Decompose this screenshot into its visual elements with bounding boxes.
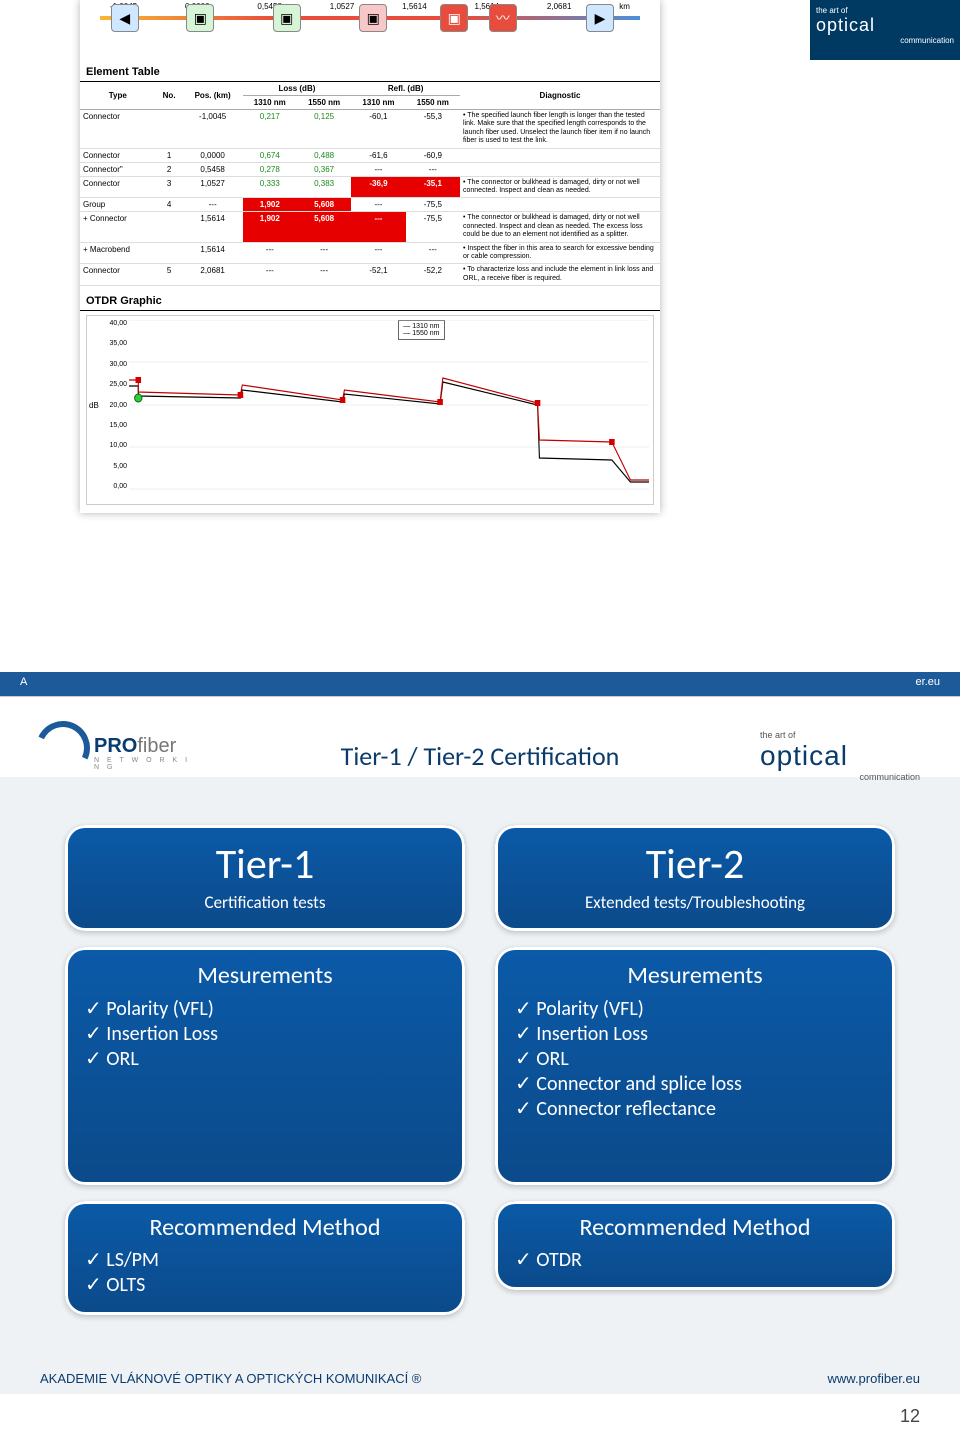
sub-l1310: 1310 nm bbox=[243, 96, 297, 110]
col-pos: Pos. (km) bbox=[183, 82, 243, 110]
tier1-meas-head: Mesurements bbox=[85, 961, 445, 990]
tier2-method-head: Recommended Method bbox=[515, 1215, 875, 1241]
profiber-logo: PROfiber N E T W O R K I N G bbox=[30, 721, 200, 791]
table-row: + Macrobend1,5614------------• Inspect t… bbox=[80, 242, 660, 264]
logo-subtext: N E T W O R K I N G bbox=[94, 757, 200, 771]
col-diag: Diagnostic bbox=[460, 82, 660, 110]
node-group-4-icon: ▣ bbox=[440, 4, 468, 32]
banner-optical: optical bbox=[816, 15, 954, 36]
tier2-head: Tier-2 bbox=[515, 839, 875, 890]
sub-r1310: 1310 nm bbox=[351, 96, 405, 110]
dist-3: 1,0527 bbox=[330, 2, 354, 11]
tier1-method-card: Recommended Method LS/PMOLTS bbox=[65, 1201, 465, 1315]
tier1-method-list: LS/PMOLTS bbox=[85, 1247, 445, 1297]
node-macro-icon: 〰 bbox=[489, 4, 517, 32]
tier1-meas-card: Mesurements Polarity (VFL)Insertion Loss… bbox=[65, 947, 465, 1185]
table-row: Group4---1,9025,608----75,5 bbox=[80, 198, 660, 212]
tier1-meas-list: Polarity (VFL)Insertion LossORL bbox=[85, 996, 445, 1071]
trace-1310 bbox=[129, 378, 649, 480]
list-item: Insertion Loss bbox=[85, 1021, 445, 1046]
list-item: Connector and splice loss bbox=[515, 1071, 875, 1096]
col-type: Type bbox=[80, 82, 156, 110]
element-table: Type No. Pos. (km) Loss (dB) Refl. (dB) … bbox=[80, 82, 660, 286]
otdr-report-panel: -1,0045 0,0000 0,5458 1,0527 1,5614 1,56… bbox=[80, 0, 660, 513]
tier1-column: Tier-1 Certification tests Mesurements P… bbox=[65, 825, 465, 1315]
green-marker bbox=[135, 394, 142, 402]
tier2-sub: Extended tests/Troubleshooting bbox=[515, 892, 875, 913]
banner-comm: communication bbox=[816, 36, 954, 45]
optical-text: optical bbox=[760, 740, 920, 772]
table-row: Connector10,00000,6740,488-61,6-60,9 bbox=[80, 148, 660, 162]
table-row: Connector31,05270,3330,383-36,9-35,1• Th… bbox=[80, 176, 660, 198]
list-item: Connector reflectance bbox=[515, 1096, 875, 1121]
table-row: Connector52,0681-------52,1-52,2• To cha… bbox=[80, 264, 660, 286]
tier1-method-head: Recommended Method bbox=[85, 1215, 445, 1241]
art-of-optical-box: the art of optical communication bbox=[760, 730, 920, 782]
otdr-chart: — 1310 nm — 1550 nm dB 40,0035,0030,0025… bbox=[86, 315, 654, 505]
list-item: LS/PM bbox=[85, 1247, 445, 1272]
dist-6: 2,0681 bbox=[547, 2, 571, 11]
list-item: OLTS bbox=[85, 1272, 445, 1297]
slide2-title: Tier-1 / Tier-2 Certification bbox=[200, 740, 760, 772]
list-item: Polarity (VFL) bbox=[85, 996, 445, 1021]
chart-markers bbox=[136, 377, 615, 445]
artof-text: the art of bbox=[760, 730, 920, 740]
link-diagram: ◀ ▣ ▣ ▣ ▣ 〰 ▶ bbox=[100, 17, 640, 57]
footer-left-frag: A bbox=[20, 676, 27, 692]
list-item: ORL bbox=[85, 1046, 445, 1071]
tier2-method-list: OTDR bbox=[515, 1247, 875, 1272]
node-conn-1-icon: ▣ bbox=[186, 4, 214, 32]
col-refl: Refl. (dB) bbox=[351, 82, 460, 96]
list-item: OTDR bbox=[515, 1247, 875, 1272]
sub-l1550: 1550 nm bbox=[297, 96, 351, 110]
footer-right-frag: er.eu bbox=[916, 676, 940, 692]
banner-art-of-optical: the art of optical communication bbox=[810, 0, 960, 60]
tier2-meas-card: Mesurements Polarity (VFL)Insertion Loss… bbox=[495, 947, 895, 1185]
tier2-method-card: Recommended Method OTDR bbox=[495, 1201, 895, 1290]
col-loss: Loss (dB) bbox=[243, 82, 352, 96]
node-start-icon: ◀ bbox=[111, 4, 139, 32]
tier1-title-card: Tier-1 Certification tests bbox=[65, 825, 465, 931]
tier2-title-card: Tier-2 Extended tests/Troubleshooting bbox=[495, 825, 895, 931]
table-row: + Connector1,56141,9025,608----75,5• The… bbox=[80, 212, 660, 242]
dist-unit: km bbox=[619, 2, 630, 11]
node-conn-2-icon: ▣ bbox=[273, 4, 301, 32]
chart-svg bbox=[129, 320, 649, 490]
table-row: Connector-1,00450,2170,125-60,1-55,3• Th… bbox=[80, 110, 660, 149]
footer-academy: AKADEMIE VLÁKNOVÉ OPTIKY A OPTICKÝCH KOM… bbox=[40, 1371, 421, 1386]
tier2-column: Tier-2 Extended tests/Troubleshooting Me… bbox=[495, 825, 895, 1315]
page-number: 12 bbox=[0, 1394, 960, 1447]
banner-artof: the art of bbox=[816, 6, 954, 15]
table-row: Connector"20,54580,2780,367------ bbox=[80, 162, 660, 176]
slide2-topbar: PROfiber N E T W O R K I N G Tier-1 / Ti… bbox=[0, 697, 960, 815]
cards-row: Tier-1 Certification tests Mesurements P… bbox=[0, 815, 960, 1325]
slide-tier-certification: PROfiber N E T W O R K I N G Tier-1 / Ti… bbox=[0, 697, 960, 1394]
tier1-sub: Certification tests bbox=[85, 892, 445, 913]
tier1-head: Tier-1 bbox=[85, 839, 445, 890]
slide-otdr-report: the art of optical communication A er.eu… bbox=[0, 0, 960, 697]
element-table-header: Element Table bbox=[80, 63, 660, 82]
col-no: No. bbox=[156, 82, 183, 110]
footer-url: www.profiber.eu bbox=[828, 1371, 921, 1386]
list-item: Insertion Loss bbox=[515, 1021, 875, 1046]
slide2-footer: AKADEMIE VLÁKNOVÉ OPTIKY A OPTICKÝCH KOM… bbox=[0, 1371, 960, 1386]
tier2-meas-head: Mesurements bbox=[515, 961, 875, 990]
chart-yticks: 40,0035,0030,0025,0020,0015,0010,005,000… bbox=[97, 320, 127, 490]
table-header-row: Type No. Pos. (km) Loss (dB) Refl. (dB) … bbox=[80, 82, 660, 96]
node-end-icon: ▶ bbox=[586, 4, 614, 32]
trace-1550 bbox=[129, 382, 649, 482]
logo-text: PROfiber bbox=[94, 735, 176, 758]
logo-arc-icon bbox=[28, 713, 97, 782]
slide1-footer: A er.eu bbox=[0, 672, 960, 696]
list-item: Polarity (VFL) bbox=[515, 996, 875, 1021]
node-conn-3-icon: ▣ bbox=[359, 4, 387, 32]
otdr-graphic-header: OTDR Graphic bbox=[80, 292, 660, 311]
comm-text: communication bbox=[760, 772, 920, 782]
tier2-meas-list: Polarity (VFL)Insertion LossORLConnector… bbox=[515, 996, 875, 1121]
sub-r1550: 1550 nm bbox=[406, 96, 460, 110]
dist-4: 1,5614 bbox=[402, 2, 426, 11]
list-item: ORL bbox=[515, 1046, 875, 1071]
